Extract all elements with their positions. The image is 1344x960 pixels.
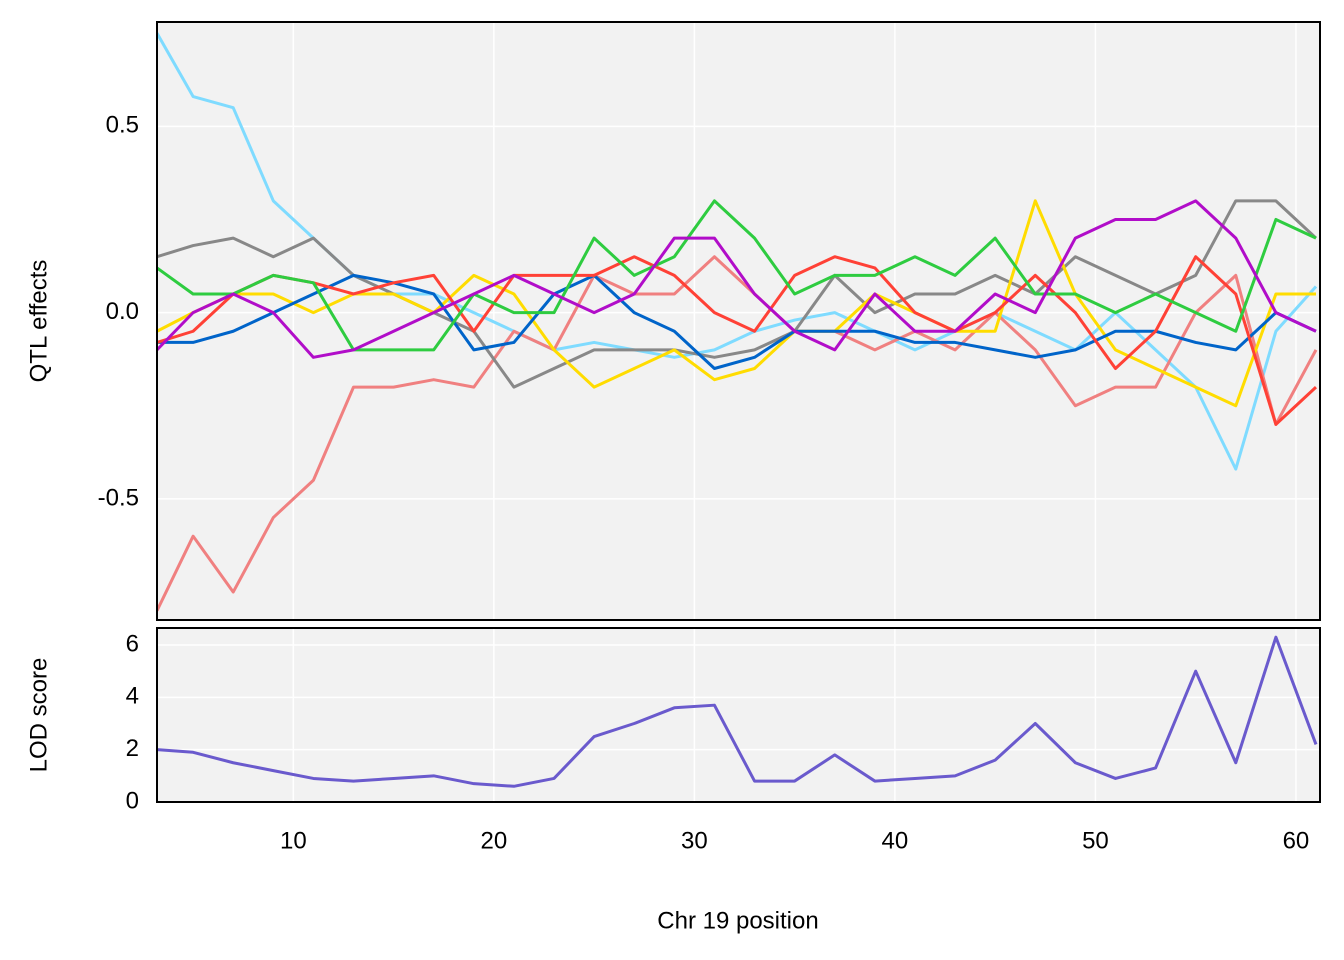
y-axis-label: LOD score bbox=[25, 658, 52, 773]
x-tick-label: 10 bbox=[280, 827, 307, 854]
y-tick-label: 2 bbox=[126, 735, 139, 762]
y-tick-label: 0.5 bbox=[106, 112, 139, 139]
data-line bbox=[157, 255, 1318, 612]
data-line bbox=[157, 199, 1317, 359]
y-axis-label: QTL effects bbox=[25, 260, 52, 383]
x-axis-label: Chr 19 position bbox=[657, 907, 818, 934]
panel-background bbox=[157, 628, 1320, 802]
y-tick-label: 0 bbox=[126, 787, 139, 814]
data-line bbox=[157, 199, 1317, 352]
x-tick-label: 50 bbox=[1082, 827, 1109, 854]
panel-background bbox=[157, 22, 1320, 620]
panel bbox=[157, 22, 1320, 620]
data-line bbox=[157, 273, 1317, 371]
panel-border bbox=[156, 21, 1321, 621]
data-line bbox=[157, 635, 1318, 788]
y-tick-label: 0.0 bbox=[106, 298, 139, 325]
x-tick-label: 20 bbox=[481, 827, 508, 854]
panel-border bbox=[156, 627, 1321, 803]
data-line bbox=[157, 199, 1318, 389]
x-tick-label: 60 bbox=[1283, 827, 1310, 854]
y-tick-label: -0.5 bbox=[98, 484, 139, 511]
y-tick-label: 4 bbox=[126, 683, 139, 710]
y-tick-label: 6 bbox=[126, 630, 139, 657]
data-line bbox=[157, 255, 1318, 426]
data-line bbox=[157, 199, 1316, 408]
x-tick-label: 40 bbox=[882, 827, 909, 854]
panel bbox=[157, 628, 1320, 802]
x-tick-label: 30 bbox=[681, 827, 708, 854]
plot-layer bbox=[157, 22, 1320, 802]
